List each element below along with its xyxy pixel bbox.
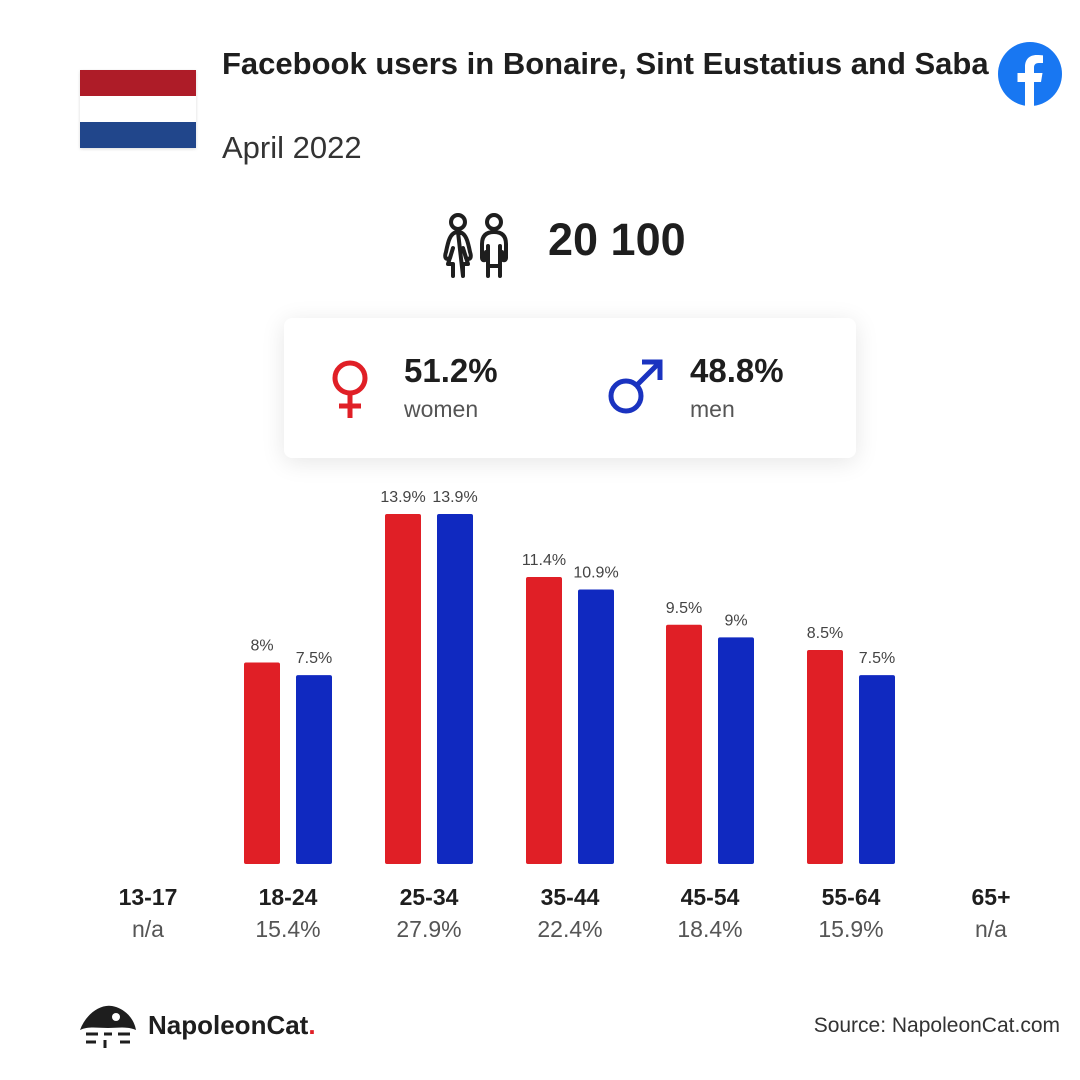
country-flag <box>80 70 196 148</box>
facebook-icon <box>998 42 1062 106</box>
flag-stripe-white <box>80 96 196 122</box>
total-users-value: 20 100 <box>548 214 686 265</box>
bar-women-35-44 <box>526 576 562 864</box>
bar-women-25-34 <box>385 514 421 864</box>
age-share: 15.9% <box>818 916 884 942</box>
men-percent: 48.8% <box>690 352 784 389</box>
age-share: 18.4% <box>677 916 743 942</box>
men-label: men <box>690 396 735 422</box>
brand-text: NapoleonCat <box>148 1010 309 1040</box>
age-gender-bar-chart: 8% 7.5% 13.9% 13.9% 11.4% 10.9% 9.5% 9% 8.5% 7.5% <box>244 489 895 864</box>
bar-women-18-24 <box>244 662 280 864</box>
age-label: 65+ <box>971 884 1011 910</box>
age-share: 27.9% <box>396 916 462 942</box>
bar-value-label: 11.4% <box>522 552 566 569</box>
gender-summary-card: 51.2% women 48.8% men <box>284 318 856 458</box>
women-label: women <box>404 396 479 422</box>
bar-men-45-54 <box>718 637 754 864</box>
bar-value-label: 7.5% <box>859 650 895 667</box>
brand-dot: . <box>308 1010 316 1040</box>
napoleoncat-logo-icon <box>80 1005 136 1048</box>
women-percent: 51.2% <box>404 352 498 389</box>
age-share: n/a <box>975 916 1007 942</box>
bar-value-label: 13.9% <box>380 489 425 506</box>
age-share: 22.4% <box>537 916 603 942</box>
bar-value-label: 7.5% <box>296 650 332 667</box>
age-share: 15.4% <box>255 916 321 942</box>
chart-subtitle: April 2022 <box>222 130 362 165</box>
chart-title: Facebook users in Bonaire, Sint Eustatiu… <box>222 46 989 81</box>
flag-stripe-red <box>80 70 196 96</box>
bar-value-label: 8.5% <box>807 625 843 642</box>
bar-men-55-64 <box>859 675 895 864</box>
bar-men-35-44 <box>578 589 614 864</box>
bar-women-45-54 <box>666 624 702 864</box>
bar-value-label: 13.9% <box>432 489 477 506</box>
age-label: 18-24 <box>258 884 318 910</box>
bar-value-label: 8% <box>250 638 273 655</box>
bar-value-label: 9.5% <box>666 600 702 617</box>
source-note: Source: NapoleonCat.com <box>813 1014 1060 1037</box>
brand-name: NapoleonCat. <box>148 1010 316 1041</box>
users-icon <box>443 213 508 278</box>
age-label: 55-64 <box>821 884 881 910</box>
flag-stripe-blue <box>80 122 196 148</box>
bar-men-25-34 <box>437 514 473 864</box>
age-share: n/a <box>132 916 164 942</box>
bar-men-18-24 <box>296 675 332 864</box>
bar-women-55-64 <box>807 649 843 864</box>
bar-value-label: 9% <box>724 612 747 629</box>
female-icon <box>332 360 368 418</box>
male-icon <box>608 359 663 414</box>
bar-value-label: 10.9% <box>573 565 618 582</box>
age-label: 35-44 <box>540 884 600 910</box>
age-label: 45-54 <box>680 884 740 910</box>
age-label: 13-17 <box>118 884 178 910</box>
age-label: 25-34 <box>399 884 459 910</box>
